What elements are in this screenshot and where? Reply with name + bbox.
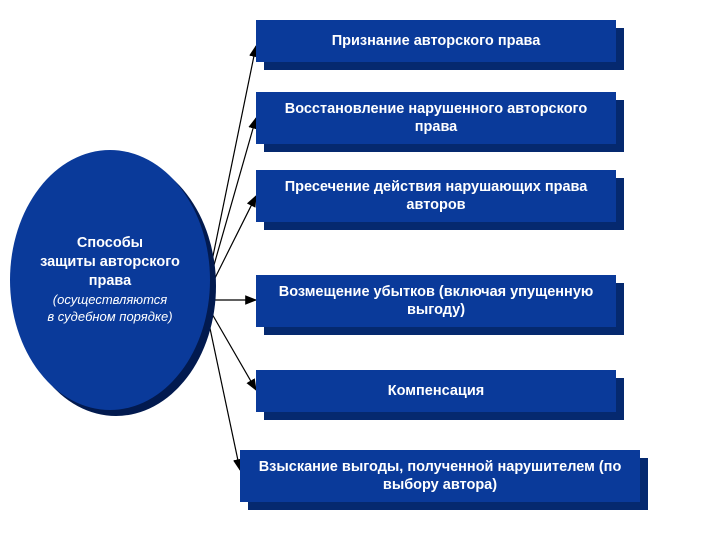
ellipse-sub-line: в судебном порядке) [47,309,172,324]
method-box: Признание авторского права [256,20,616,62]
ellipse-title-line: права [89,273,131,289]
box-body: Пресечение действия нарушающих права авт… [256,170,616,222]
box-body: Компенсация [256,370,616,412]
box-body: Возмещение убытков (включая упущенную вы… [256,275,616,327]
method-box: Восстановление нарушенного авторского пр… [256,92,616,144]
method-box: Возмещение убытков (включая упущенную вы… [256,275,616,327]
box-body: Взыскание выгоды, полученной нарушителем… [240,450,640,502]
ellipse-title: Способы защиты авторского права [40,234,180,291]
method-box: Пресечение действия нарушающих права авт… [256,170,616,222]
method-box: Компенсация [256,370,616,412]
ellipse-body: Способы защиты авторского права (осущест… [10,150,210,410]
ellipse-title-line: защиты авторского [40,254,180,270]
box-body: Признание авторского права [256,20,616,62]
box-body: Восстановление нарушенного авторского пр… [256,92,616,144]
ellipse-subtitle: (осуществляются в судебном порядке) [47,292,172,326]
method-box: Взыскание выгоды, полученной нарушителем… [240,450,640,502]
ellipse-sub-line: (осуществляются [53,292,167,307]
ellipse-title-line: Способы [77,235,143,251]
central-ellipse: Способы защиты авторского права (осущест… [10,150,210,410]
